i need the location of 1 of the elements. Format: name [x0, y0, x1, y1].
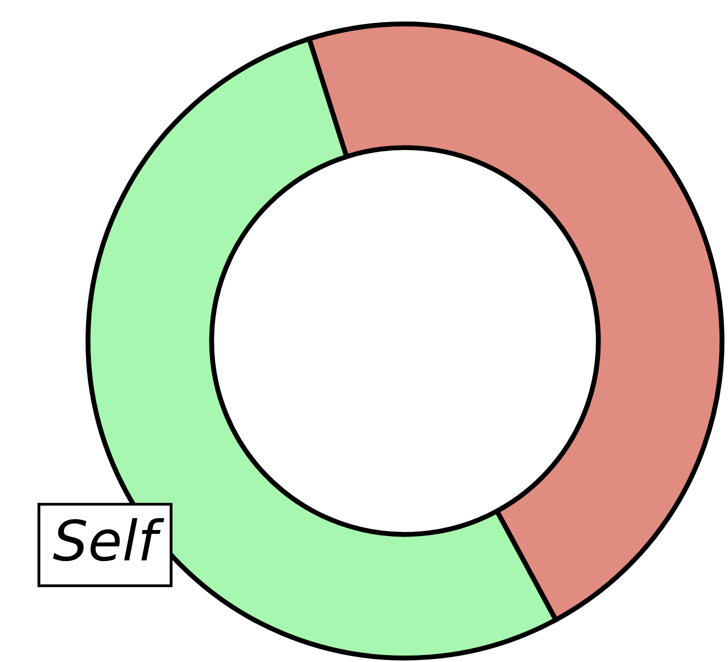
- text: Self: [53, 518, 164, 562]
